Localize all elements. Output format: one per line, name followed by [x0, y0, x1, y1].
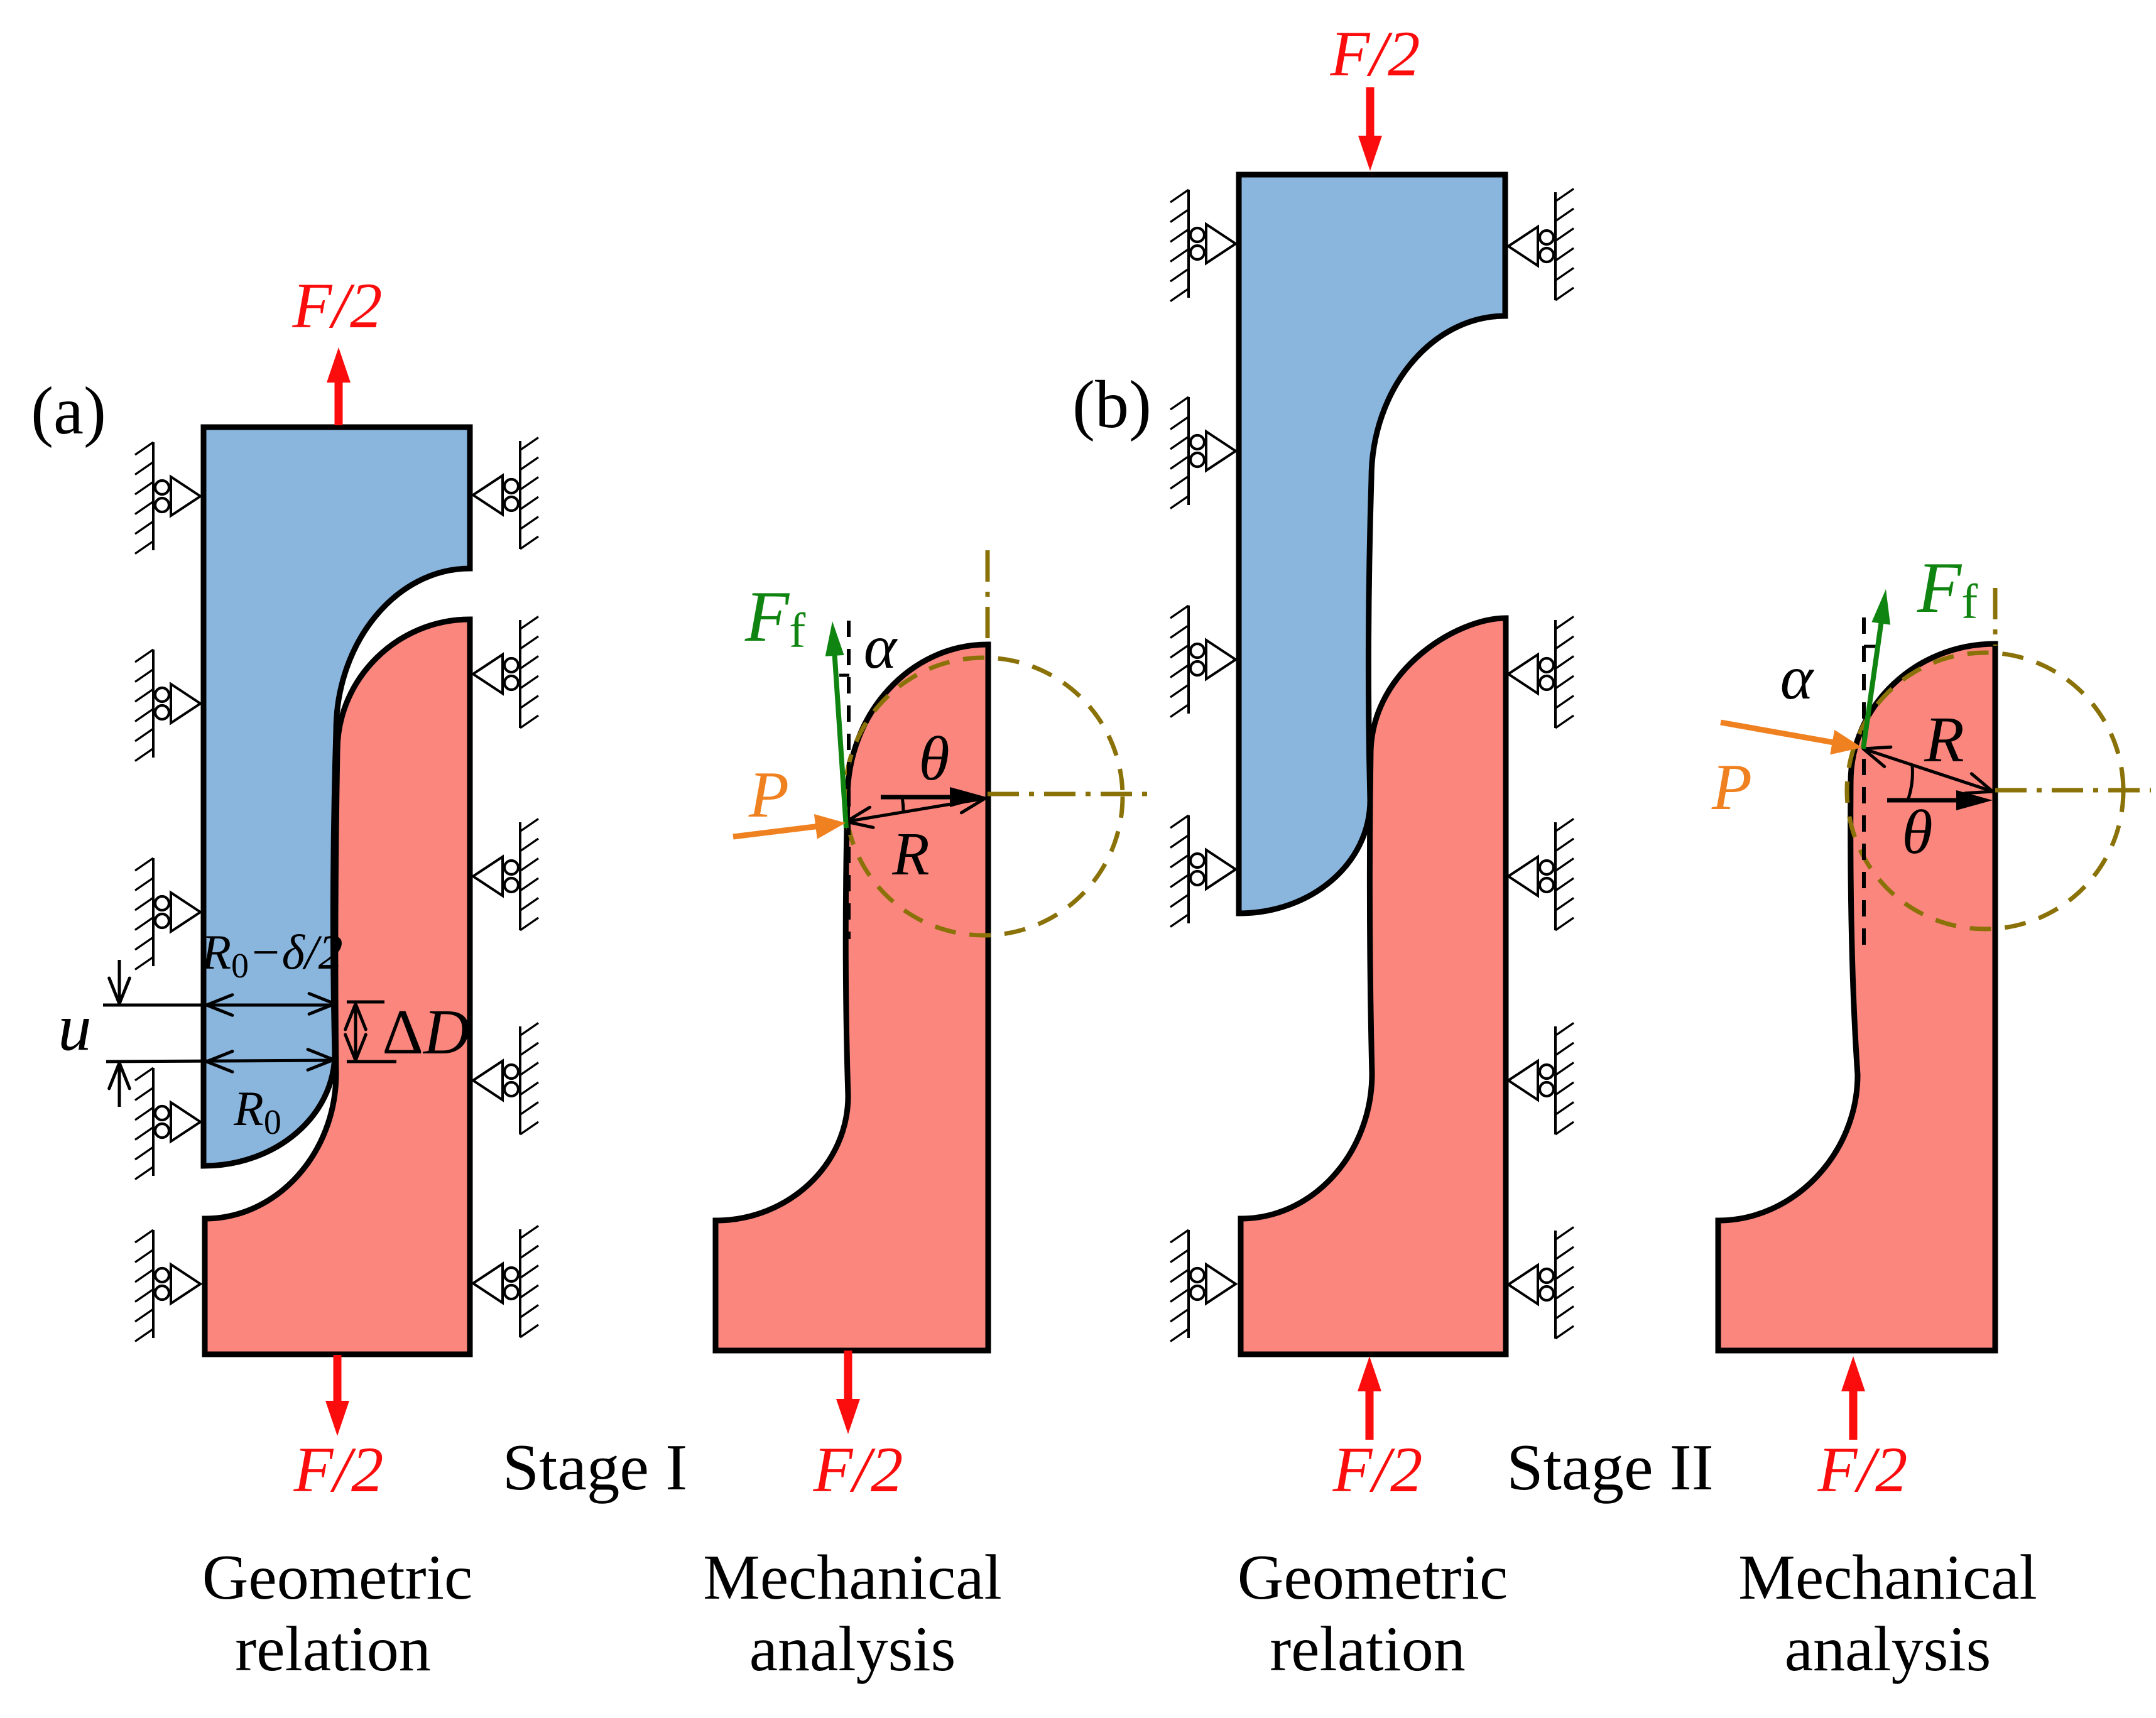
- svg-text:R: R: [891, 820, 929, 888]
- svg-text:F/2: F/2: [293, 1434, 383, 1506]
- svg-text:R0−δ/2: R0−δ/2: [200, 925, 342, 986]
- svg-text:ΔD: ΔD: [382, 997, 469, 1068]
- svg-text:Mechanical: Mechanical: [703, 1542, 1002, 1613]
- svg-text:F/2: F/2: [1329, 18, 1420, 90]
- svg-text:analysis: analysis: [749, 1614, 956, 1685]
- svg-text:R: R: [1924, 704, 1964, 776]
- svg-text:F/2: F/2: [1332, 1434, 1422, 1506]
- svg-text:Mechanical: Mechanical: [1738, 1542, 2037, 1613]
- svg-text:F/2: F/2: [291, 270, 382, 342]
- svg-text:relation: relation: [1270, 1614, 1466, 1685]
- svg-text:(a): (a): [31, 374, 106, 449]
- svg-text:(b): (b): [1072, 367, 1152, 442]
- svg-text:Geometric: Geometric: [202, 1542, 472, 1613]
- svg-text:Stage I: Stage I: [503, 1430, 688, 1504]
- svg-text:P: P: [1711, 750, 1752, 824]
- svg-text:analysis: analysis: [1785, 1614, 1991, 1685]
- svg-text:θ: θ: [918, 724, 949, 793]
- svg-text:Stage II: Stage II: [1506, 1430, 1713, 1504]
- svg-text:relation: relation: [235, 1614, 431, 1685]
- svg-text:P: P: [748, 758, 789, 831]
- svg-text:u: u: [58, 991, 92, 1065]
- svg-text:F/2: F/2: [1817, 1434, 1907, 1506]
- svg-text:θ: θ: [1902, 797, 1932, 867]
- svg-text:α: α: [1780, 643, 1815, 712]
- svg-text:α: α: [864, 612, 898, 682]
- svg-text:Geometric: Geometric: [1238, 1542, 1508, 1613]
- svg-text:F/2: F/2: [812, 1434, 903, 1506]
